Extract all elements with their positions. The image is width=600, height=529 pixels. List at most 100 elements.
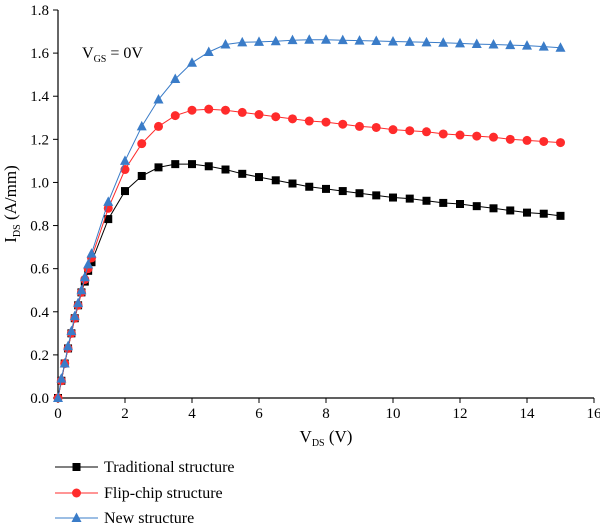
- data-point: [254, 110, 264, 120]
- legend-label: Traditional structure: [104, 459, 235, 476]
- y-tick-label: 0.2: [30, 348, 49, 364]
- y-tick-label: 1.0: [30, 175, 49, 191]
- x-tick-label: 8: [322, 406, 330, 422]
- x-tick-label: 6: [255, 406, 263, 422]
- data-point: [136, 120, 147, 131]
- data-point: [389, 193, 397, 202]
- legend-label: Flip-chip structure: [104, 485, 223, 502]
- legend-marker: [72, 488, 81, 498]
- data-point: [556, 138, 565, 148]
- data-point: [287, 34, 298, 45]
- legend-label: New structure: [104, 510, 194, 527]
- x-tick-label: 12: [453, 406, 468, 422]
- data-point: [237, 107, 247, 117]
- data-point: [456, 200, 464, 208]
- series-line: [57, 108, 561, 399]
- y-tick-label: 1.8: [30, 3, 49, 19]
- data-point: [204, 162, 213, 171]
- x-axis-title: VDS (V): [300, 427, 353, 449]
- data-point: [154, 121, 163, 131]
- data-point: [188, 160, 196, 169]
- data-point: [421, 36, 432, 47]
- data-point: [305, 182, 314, 191]
- data-point: [355, 189, 364, 198]
- data-point: [66, 325, 77, 336]
- y-tick-label: 1.6: [30, 46, 49, 62]
- data-point: [338, 119, 348, 129]
- data-point: [204, 104, 214, 114]
- data-point: [321, 117, 331, 127]
- vgs-annotation: VGS = 0V: [82, 45, 143, 65]
- data-point: [455, 37, 465, 48]
- y-tick-label: 1.4: [30, 89, 49, 105]
- data-point: [121, 187, 129, 196]
- data-point: [438, 37, 449, 47]
- data-point: [405, 126, 415, 136]
- y-axis-title: IDS (A/mm): [1, 165, 23, 243]
- data-point: [56, 373, 67, 383]
- data-point: [522, 40, 532, 50]
- y-tick-label: 0.4: [30, 305, 49, 321]
- y-tick-label: 0.8: [30, 219, 49, 235]
- data-point: [556, 211, 565, 220]
- data-point: [322, 184, 330, 193]
- legend-entry: Traditional structure: [55, 459, 235, 476]
- data-point: [59, 358, 70, 368]
- data-point: [371, 35, 382, 46]
- data-point: [104, 215, 113, 224]
- data-point: [321, 34, 331, 44]
- data-point: [304, 116, 314, 126]
- data-point: [271, 176, 280, 185]
- data-point: [489, 204, 498, 213]
- y-tick-label: 0.0: [30, 391, 49, 407]
- x-tick-label: 14: [520, 406, 536, 422]
- data-point: [63, 340, 74, 351]
- data-point: [288, 114, 297, 124]
- data-point: [455, 130, 465, 140]
- data-point: [439, 198, 448, 207]
- data-point: [170, 73, 181, 83]
- data-point: [170, 111, 180, 121]
- data-point: [271, 112, 281, 122]
- data-point: [153, 93, 164, 104]
- y-tick-label: 0.6: [30, 262, 49, 278]
- data-point: [120, 155, 130, 165]
- data-point: [73, 297, 84, 308]
- data-point: [422, 127, 431, 137]
- series-triangle: [53, 34, 566, 402]
- data-point: [422, 196, 431, 205]
- x-tick-label: 10: [386, 406, 401, 422]
- legend-marker: [71, 512, 82, 522]
- data-point: [522, 135, 532, 145]
- data-point: [555, 42, 566, 52]
- data-point: [539, 209, 548, 218]
- legend-entry: New structure: [55, 510, 194, 527]
- data-point: [220, 38, 231, 49]
- data-point: [338, 187, 347, 196]
- data-point: [505, 39, 516, 50]
- data-point: [187, 57, 197, 67]
- data-point: [488, 38, 499, 49]
- data-point: [270, 35, 281, 46]
- data-point: [404, 36, 415, 46]
- data-point: [538, 41, 549, 51]
- data-point: [187, 105, 197, 115]
- series-square: [54, 160, 565, 402]
- data-point: [371, 122, 381, 132]
- series-layer: [53, 34, 566, 403]
- data-point: [372, 191, 381, 200]
- x-tick-label: 4: [188, 406, 196, 422]
- data-point: [171, 160, 180, 169]
- legend-entry: Flip-chip structure: [55, 485, 223, 502]
- data-point: [471, 38, 482, 49]
- data-point: [69, 310, 80, 321]
- legend: Traditional structure Flip-chip structure…: [55, 459, 235, 527]
- y-tick-label: 1.2: [30, 132, 49, 148]
- data-point: [53, 392, 63, 402]
- data-point: [203, 46, 214, 57]
- legend-marker: [72, 463, 81, 471]
- data-point: [388, 125, 398, 135]
- data-point: [506, 206, 515, 215]
- data-point: [86, 248, 97, 258]
